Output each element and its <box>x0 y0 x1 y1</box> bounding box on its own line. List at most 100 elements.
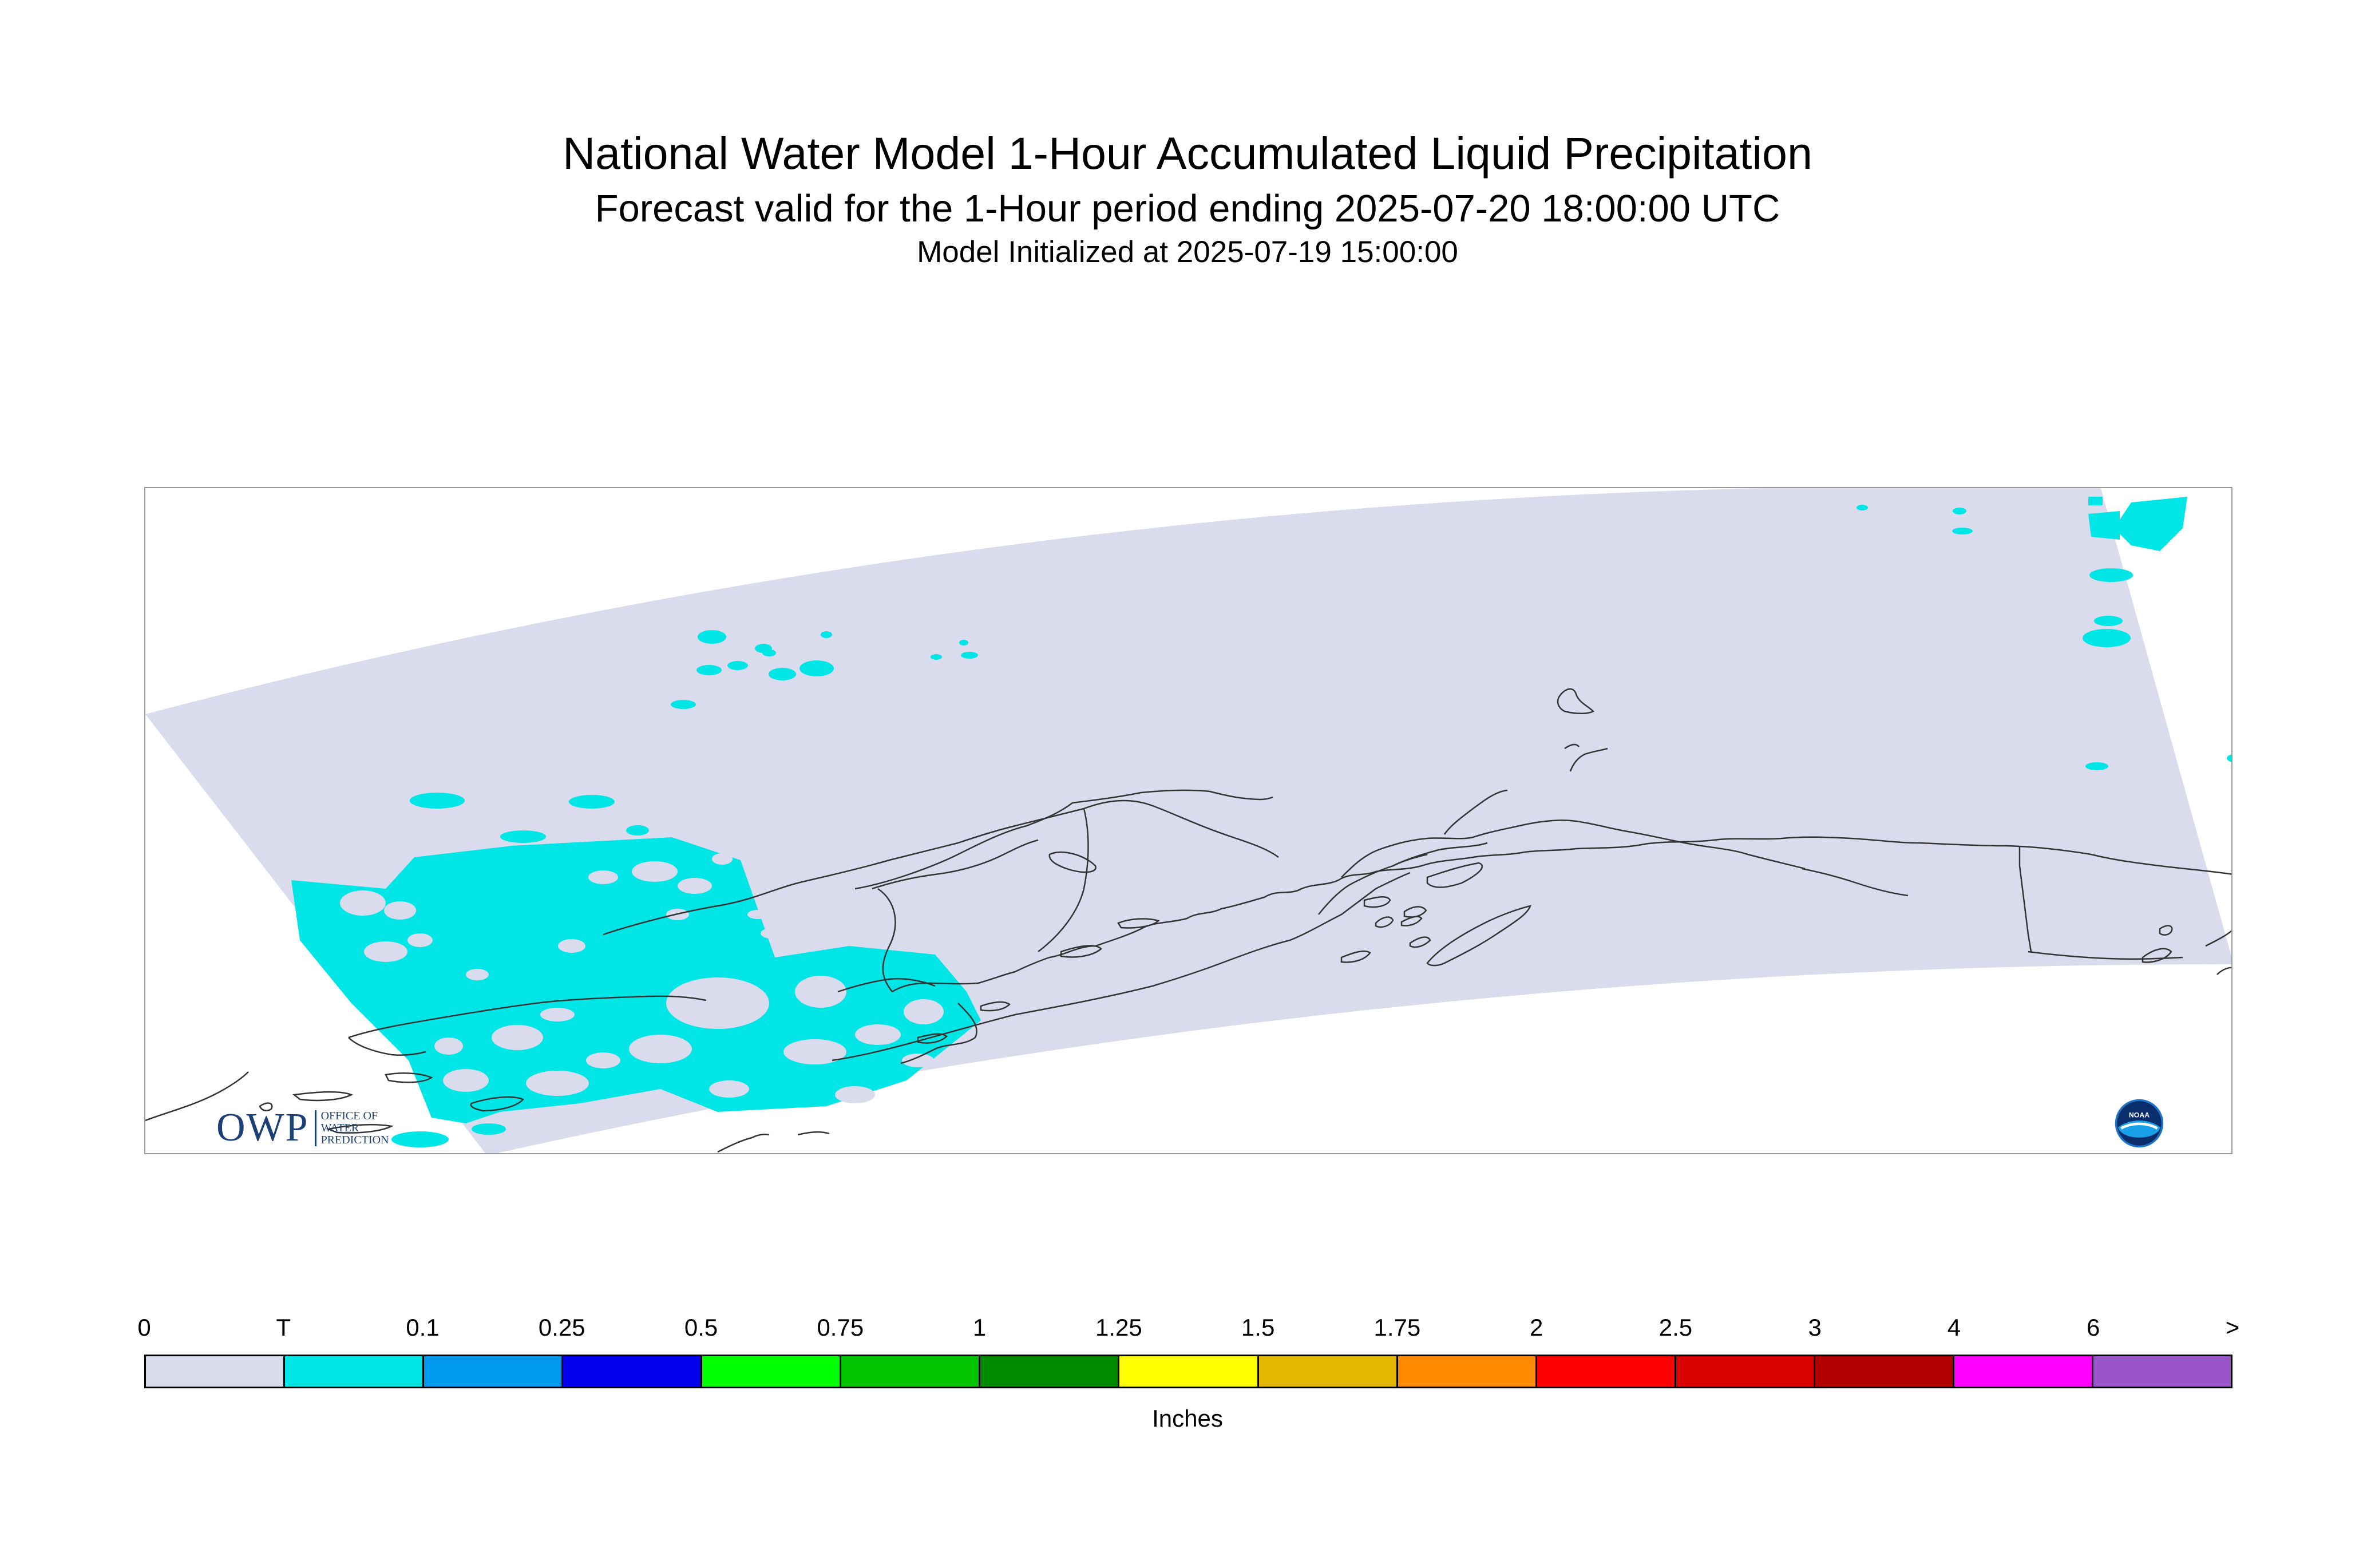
precip-cell-6 <box>2085 762 2108 770</box>
dry-hole-1 <box>340 890 386 916</box>
dry-hole-21 <box>526 1071 589 1096</box>
precip-cell-25 <box>626 825 649 836</box>
coast-southwest-island-4 <box>717 1133 770 1153</box>
owp-text: OFFICE OF WATER PREDICTION <box>314 1110 389 1146</box>
coast-island-7 <box>1400 916 1423 926</box>
dry-hole-11 <box>466 969 489 980</box>
colorbar-segment <box>1257 1356 1396 1387</box>
colorbar-segment <box>1813 1356 1953 1387</box>
precip-cell-12 <box>696 665 722 675</box>
coast-island-1 <box>1426 862 1483 888</box>
colorbar-tick-label: 2.5 <box>1658 1314 1693 1341</box>
colorbar-tick-label: > <box>2225 1314 2240 1341</box>
colorbar-segment <box>2091 1356 2231 1387</box>
dry-hole-13 <box>666 977 769 1029</box>
precip-cell-13 <box>727 661 748 670</box>
dry-hole-24 <box>434 1038 463 1055</box>
coast-island-13 <box>1117 918 1160 929</box>
noaa-logo-bird <box>2120 1122 2158 1130</box>
dry-hole-12 <box>558 939 585 953</box>
precip-map <box>145 488 2231 1153</box>
coast-inland-1 <box>837 978 936 993</box>
coast-island-3 <box>1375 916 1394 928</box>
coast-border-2 <box>2028 951 2183 960</box>
coast-island-19 <box>2159 925 2173 936</box>
precip-cell-26 <box>391 1131 449 1147</box>
coast-chukotka <box>348 995 707 1039</box>
colorbar-units: Inches <box>1152 1405 1223 1432</box>
precip-cell-3 <box>2083 629 2131 647</box>
dry-hole-16 <box>783 1039 846 1064</box>
precip-cell-27 <box>472 1123 506 1135</box>
precip-cell-17 <box>961 652 978 659</box>
precip-cell-24 <box>569 795 615 809</box>
coast-yukon-river-2 <box>1038 808 1089 952</box>
precip-cell-14 <box>671 700 696 709</box>
map-panel <box>144 487 2232 1154</box>
coast-southwest-island <box>292 1091 354 1102</box>
owp-line-3: PREDICTION <box>320 1133 389 1146</box>
precip-cell-9 <box>1857 505 1868 510</box>
dry-hole-15 <box>629 1035 692 1063</box>
colorbar-segment <box>1674 1356 1814 1387</box>
colorbar-tick-label: 0.25 <box>538 1314 585 1341</box>
colorbar-tick-label: 0.5 <box>684 1314 718 1341</box>
precip-cell-7 <box>1953 508 1966 514</box>
colorbar-tick-label: 6 <box>2087 1314 2100 1341</box>
page-title: National Water Model 1-Hour Accumulated … <box>563 128 1812 179</box>
coast-southwest-island-3 <box>259 1102 273 1111</box>
coast-kuskokwim-bay <box>900 1003 977 1064</box>
colorbar-tick-label: 4 <box>1947 1314 1961 1341</box>
coast-west-edge <box>145 1071 249 1122</box>
coast-island-15 <box>1569 747 1608 772</box>
coast-island-9 <box>917 1033 948 1044</box>
dry-hole-28 <box>588 870 618 884</box>
precip-cell-21 <box>762 650 776 656</box>
dry-hole-6 <box>678 878 712 894</box>
precip-cell-22 <box>410 793 465 809</box>
colorbar-tick-label: 1.5 <box>1241 1314 1275 1341</box>
dry-hole-19 <box>709 1080 749 1098</box>
owp-line-2: WATER <box>320 1121 359 1134</box>
coast-island-16 <box>1564 743 1580 750</box>
colorbar-segment <box>422 1356 562 1387</box>
coast-island-17 <box>1802 868 1909 897</box>
coast-island-8 <box>1409 936 1431 948</box>
colorbar-segment <box>1535 1356 1675 1387</box>
precip-area-cluster-1 <box>2114 497 2187 551</box>
dry-hole-5 <box>632 861 678 882</box>
precip-cell-11 <box>799 660 834 676</box>
colorbar-segment <box>1952 1356 2092 1387</box>
precip-cell-5 <box>2227 754 2231 762</box>
dry-hole-20 <box>586 1052 620 1068</box>
page-subtitle: Forecast valid for the 1-Hour period end… <box>595 187 1780 230</box>
colorbar-tick-label: 0.1 <box>406 1314 440 1341</box>
coast-island-14 <box>1557 688 1595 714</box>
dry-hole-10 <box>747 910 768 919</box>
coast-kachemak <box>1443 789 1508 835</box>
colorbar-tick-label: 3 <box>1808 1314 1822 1341</box>
dry-hole-14 <box>795 976 846 1008</box>
owp-logo: OWP OFFICE OF WATER PREDICTION <box>216 1105 389 1151</box>
colorbar-segment <box>283 1356 423 1387</box>
noaa-logo-label: NOAA <box>2129 1111 2150 1119</box>
dry-hole-25 <box>540 1008 575 1021</box>
coast-island-10 <box>980 1001 1011 1012</box>
colorbar-segment <box>1396 1356 1535 1387</box>
dry-hole-17 <box>855 1024 901 1045</box>
coast-kodiak <box>1289 872 1411 941</box>
coast-island-2 <box>1363 896 1391 908</box>
colorbar-tick-label: 2 <box>1529 1314 1543 1341</box>
colorbar-tick-label: 0.75 <box>817 1314 864 1341</box>
dry-hole-3 <box>364 941 407 962</box>
coast-island-20 <box>2205 930 2231 947</box>
coastlines <box>145 688 2231 1153</box>
precip-cell-18 <box>959 640 968 646</box>
coast-island-11 <box>1060 945 1102 958</box>
precip-cell-10 <box>769 668 796 680</box>
dry-hole-23 <box>492 1025 543 1050</box>
coast-chukotka-outline <box>348 1037 426 1056</box>
colorbar-segment <box>146 1356 284 1387</box>
precip-cell-2 <box>2094 616 2123 626</box>
dry-hole-27 <box>902 1054 934 1067</box>
